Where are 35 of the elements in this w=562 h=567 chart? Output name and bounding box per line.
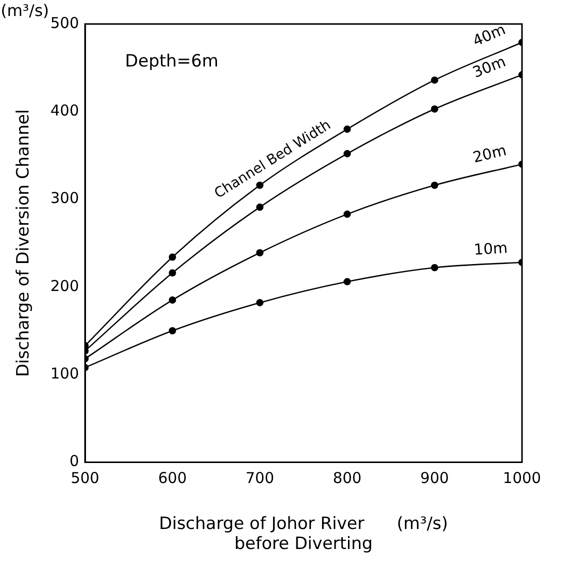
- point: [168, 327, 176, 334]
- y-tick-label: 200: [50, 276, 80, 295]
- x-tick-label: 900: [420, 469, 449, 488]
- point: [344, 210, 351, 218]
- y-tick-label: 0: [69, 452, 80, 470]
- text: 40m: [470, 20, 508, 50]
- y-axis-title: Discharge of Diversion Channel: [14, 109, 34, 377]
- x-tick-label: 600: [158, 469, 187, 488]
- x-tick-label: 1000: [502, 469, 542, 488]
- point: [430, 105, 438, 113]
- text: 30m: [470, 52, 508, 82]
- point: [168, 269, 176, 277]
- annotation: Depth=6m: [125, 51, 218, 72]
- point: [430, 76, 438, 84]
- point: [256, 204, 264, 211]
- y-tick-label: 100: [50, 364, 80, 382]
- x-tick-label: 500: [70, 469, 100, 488]
- y-tick-label: 500: [50, 14, 80, 32]
- point: [168, 296, 176, 304]
- x-axis-title: Discharge of Johor River (m³/s) before Diverting: [159, 514, 448, 554]
- text: 20m: [471, 141, 508, 166]
- x-tick-label: 700: [246, 469, 274, 488]
- point: [168, 253, 176, 261]
- point: [256, 299, 264, 306]
- point: [430, 182, 438, 189]
- point: [344, 150, 351, 158]
- point: [430, 264, 438, 272]
- y-tick-label: 400: [50, 102, 80, 120]
- text: (m³/s): [0, 1, 50, 20]
- series-label: 10m: [473, 238, 508, 259]
- x-tick-label: 800: [332, 469, 362, 488]
- y-tick-label: 300: [50, 189, 80, 208]
- point: [256, 249, 264, 256]
- point: [344, 126, 351, 133]
- point: [344, 278, 351, 286]
